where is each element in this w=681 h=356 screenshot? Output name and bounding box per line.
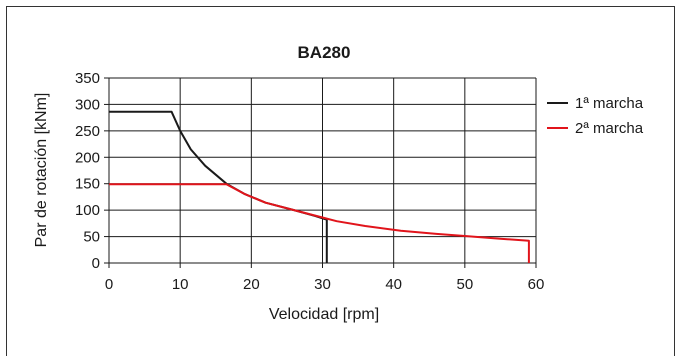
x-axis-label: Velocidad [rpm] xyxy=(269,306,379,323)
x-tick-label: 10 xyxy=(172,276,189,293)
x-tick-label: 0 xyxy=(105,276,113,293)
y-tick-label: 300 xyxy=(75,96,100,113)
x-tick-label: 50 xyxy=(456,276,473,293)
y-axis-label: Par de rotación [kNm] xyxy=(33,93,50,248)
y-tick-label: 250 xyxy=(75,123,100,140)
y-tick-label: 100 xyxy=(75,202,100,219)
y-tick-label: 350 xyxy=(75,70,100,87)
x-tick-label: 40 xyxy=(385,276,402,293)
series-line-2 xyxy=(109,183,530,263)
chart-frame xyxy=(6,6,675,356)
y-tick-label: 0 xyxy=(92,255,100,272)
torque-speed-chart: BA280 0 50 100 150 200 250 300 350 0 10 20 30 40 50 60… xyxy=(33,43,644,323)
axes xyxy=(104,77,537,268)
y-tick-label: 200 xyxy=(75,149,100,166)
series-line-1 xyxy=(109,110,328,263)
grid xyxy=(108,77,537,264)
y-tick-label: 150 xyxy=(75,176,100,193)
chart-title: BA280 xyxy=(298,43,351,62)
legend-label-2: 2ª marcha xyxy=(575,120,644,137)
x-tick-label: 20 xyxy=(243,276,260,293)
tick-labels: 0 50 100 150 200 250 300 350 0 10 20 30 40 50 60 xyxy=(75,70,544,293)
x-tick-label: 60 xyxy=(528,276,545,293)
legend-label-1: 1ª marcha xyxy=(575,95,644,112)
y-tick-label: 50 xyxy=(83,229,100,246)
legend: 1ª marcha 2ª marcha xyxy=(547,95,644,137)
series-lines xyxy=(109,110,530,263)
x-tick-label: 30 xyxy=(314,276,331,293)
